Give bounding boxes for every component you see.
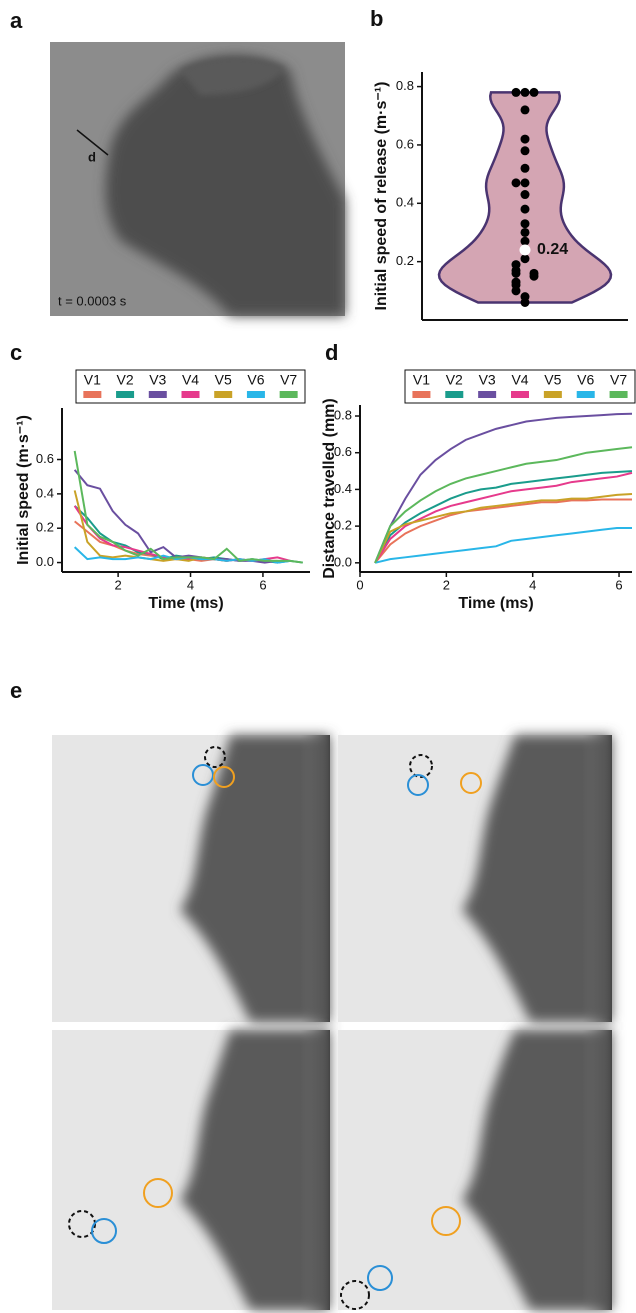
legend-swatch — [543, 391, 562, 398]
data-point — [511, 268, 521, 278]
x-tick-label: 2 — [114, 577, 121, 592]
x-tick-label: 4 — [187, 577, 194, 592]
panel-label: b — [370, 6, 383, 31]
y-tick-label: 0.6 — [36, 451, 54, 466]
legend-label: V7 — [610, 372, 627, 388]
series-line — [374, 412, 633, 564]
series-line — [73, 505, 303, 564]
legend-swatch — [478, 391, 497, 398]
panel-label: d — [325, 340, 338, 365]
y-tick-label: 0.8 — [334, 407, 352, 422]
legend-label: V4 — [182, 372, 199, 388]
legend-label: V5 — [544, 372, 561, 388]
x-tick-label: 6 — [615, 577, 622, 592]
legend-swatch — [576, 391, 595, 398]
legend-swatch — [116, 391, 135, 398]
y-axis-label: Initial speed (m·s⁻¹) — [15, 415, 32, 565]
median-marker — [519, 244, 531, 256]
legend-label: V3 — [149, 372, 166, 388]
legend-swatch — [609, 391, 628, 398]
legend-swatch — [445, 391, 464, 398]
y-axis-label: Distance travelled (mm) — [321, 398, 338, 579]
series-line — [73, 450, 303, 564]
legend-label: V2 — [446, 372, 463, 388]
data-point — [511, 87, 521, 97]
legend-swatch — [214, 391, 233, 398]
data-point — [529, 271, 539, 281]
y-tick-label: 0.2 — [36, 520, 54, 535]
y-axis-label: Initial speed of release (m·s⁻¹) — [373, 82, 390, 311]
legend-swatch — [83, 391, 102, 398]
micrograph-series-e — [52, 735, 612, 1310]
y-tick-label: 0.8 — [396, 78, 414, 93]
data-point — [520, 297, 530, 307]
x-tick-label: 6 — [259, 577, 266, 592]
series-line — [374, 493, 633, 564]
legend-swatch — [148, 391, 167, 398]
legend-swatch — [246, 391, 265, 398]
series-line — [374, 470, 633, 564]
legend-swatch — [412, 391, 431, 398]
data-point — [520, 219, 530, 229]
series-line — [374, 471, 633, 564]
x-tick-label: 4 — [529, 577, 536, 592]
panel-label: c — [10, 340, 22, 365]
series-line — [73, 469, 278, 564]
legend-swatch — [511, 391, 529, 398]
legend-swatch — [279, 391, 298, 398]
legend-label: V6 — [247, 372, 264, 388]
micrograph-a: d t = 0.0003 s — [50, 42, 345, 316]
y-tick-label: 0.4 — [334, 481, 352, 496]
median-label: 0.24 — [537, 241, 568, 258]
data-point — [520, 190, 530, 200]
data-point — [511, 178, 521, 188]
panel-label: e — [10, 678, 22, 703]
data-point — [520, 227, 530, 237]
y-tick-label: 0.4 — [36, 485, 54, 500]
data-point — [520, 178, 530, 188]
legend-label: V1 — [413, 372, 430, 388]
legend-label: V4 — [511, 372, 528, 388]
legend-label: V1 — [84, 372, 101, 388]
x-axis-label: Time (ms) — [458, 595, 533, 612]
series-line — [73, 505, 291, 562]
legend-label: V6 — [577, 372, 594, 388]
series-line — [374, 446, 633, 564]
x-tick-label: 0 — [356, 577, 363, 592]
y-tick-label: 0.0 — [36, 554, 54, 569]
data-point — [520, 105, 530, 115]
y-tick-label: 0.2 — [396, 253, 414, 268]
series-line — [374, 498, 632, 564]
data-point — [520, 204, 530, 214]
legend-swatch — [181, 391, 200, 398]
legend-label: V3 — [479, 372, 496, 388]
panel-label: a — [10, 8, 23, 33]
series-line — [73, 490, 227, 562]
data-point — [520, 134, 530, 144]
data-point — [520, 163, 530, 173]
legend-label: V7 — [280, 372, 297, 388]
legend-label: V5 — [215, 372, 232, 388]
y-tick-label: 0.4 — [396, 195, 414, 210]
data-point — [520, 254, 530, 264]
y-tick-label: 0.2 — [334, 518, 352, 533]
data-point — [529, 87, 539, 97]
scale-label: d — [88, 149, 96, 164]
y-tick-label: 0.6 — [396, 136, 414, 151]
y-tick-label: 0.0 — [334, 554, 352, 569]
series-line — [374, 526, 632, 564]
timestamp: t = 0.0003 s — [58, 293, 127, 308]
data-point — [520, 146, 530, 156]
x-tick-label: 2 — [443, 577, 450, 592]
y-tick-label: 0.6 — [334, 444, 352, 459]
data-point — [520, 236, 530, 246]
data-point — [520, 87, 530, 97]
legend-label: V2 — [117, 372, 134, 388]
x-axis-label: Time (ms) — [148, 595, 223, 612]
data-point — [511, 286, 521, 296]
